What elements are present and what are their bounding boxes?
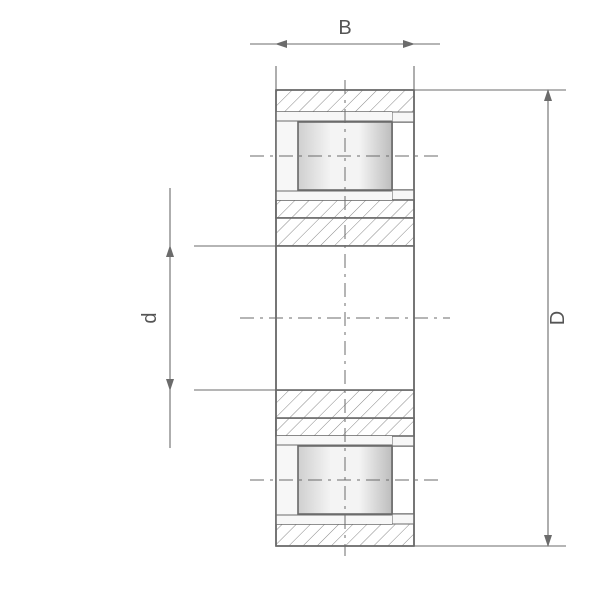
label-B: B: [338, 17, 351, 39]
label-d: d: [139, 312, 161, 323]
label-D: D: [547, 311, 569, 325]
